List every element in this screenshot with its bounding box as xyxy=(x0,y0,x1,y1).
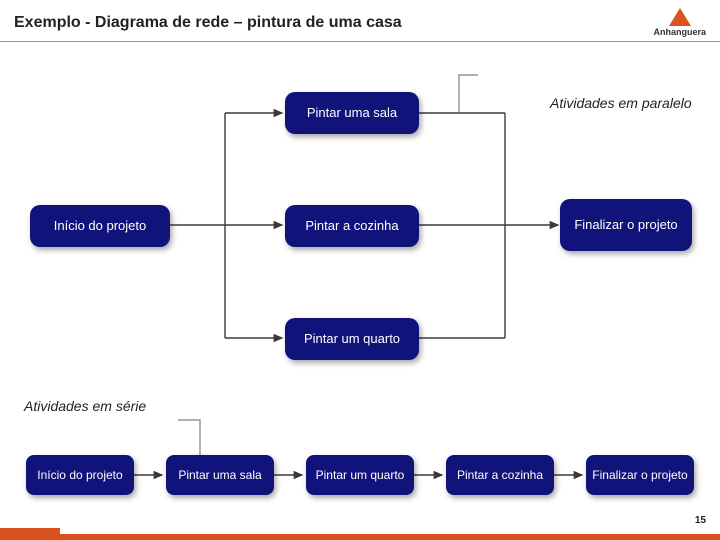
brand-triangle-icon xyxy=(669,8,691,26)
brand-logo: Anhanguera xyxy=(653,8,706,37)
node-serial-2: Pintar uma sala xyxy=(166,455,274,495)
page-number: 15 xyxy=(695,515,706,526)
brand-text: Anhanguera xyxy=(653,27,706,37)
slide-header: Exemplo - Diagrama de rede – pintura de … xyxy=(0,0,720,42)
node-parallel-start: Início do projeto xyxy=(30,205,170,247)
node-parallel-end: Finalizar o projeto xyxy=(560,199,692,251)
node-serial-1: Início do projeto xyxy=(26,455,134,495)
node-serial-4: Pintar a cozinha xyxy=(446,455,554,495)
node-serial-3: Pintar um quarto xyxy=(306,455,414,495)
node-parallel-cozinha: Pintar a cozinha xyxy=(285,205,419,247)
node-parallel-quarto: Pintar um quarto xyxy=(285,318,419,360)
footer-accent-bar xyxy=(0,534,720,540)
node-parallel-sala: Pintar uma sala xyxy=(285,92,419,134)
node-serial-5: Finalizar o projeto xyxy=(586,455,694,495)
parallel-label: Atividades em paralelo xyxy=(550,95,692,111)
serial-label: Atividades em série xyxy=(24,398,146,414)
slide-title: Exemplo - Diagrama de rede – pintura de … xyxy=(14,14,402,32)
